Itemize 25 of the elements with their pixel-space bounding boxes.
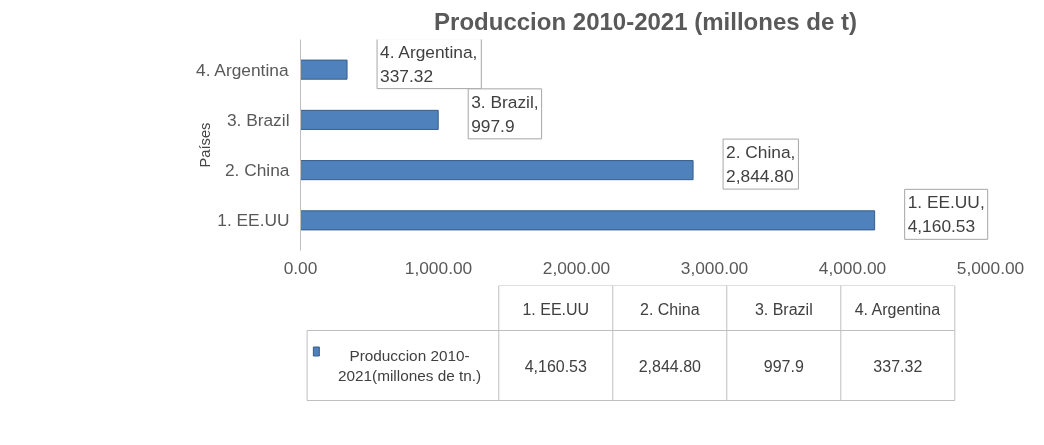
x-tick-label: 4,000.00 <box>818 257 887 278</box>
category-label: 4. Argentina <box>854 301 941 318</box>
category-label: 2. China <box>639 301 700 318</box>
x-tick-label: 0.00 <box>283 257 318 278</box>
text: 4,160.53 <box>524 357 588 375</box>
y-axis-title: Países <box>197 122 214 168</box>
y-tick-label: 4. Argentina <box>196 59 289 80</box>
data-label: 1. EE.UU, 4,160.53 <box>907 192 985 237</box>
y-tick-label: 3. Brazil <box>226 109 290 130</box>
x-tick-label: 5,000.00 <box>956 257 1025 278</box>
category-label: 1. EE.UU <box>522 301 590 318</box>
text: 2,844.80 <box>638 357 702 375</box>
data-label: 4. Argentina, 337.32 <box>380 41 478 86</box>
text: 997.9 <box>763 357 804 375</box>
legend-label: Produccion 2010-2021(millones de tn.) <box>337 346 482 385</box>
text: 337.32 <box>873 357 923 375</box>
y-tick-label: 2. China <box>224 160 290 181</box>
x-tick-label: 1,000.00 <box>404 257 473 278</box>
x-tick-label: 3,000.00 <box>680 257 749 278</box>
data-label: 2. China, 2,844.80 <box>726 142 796 187</box>
y-tick-label: 1. EE.UU <box>217 210 290 231</box>
data-label: 3. Brazil, 997.9 <box>471 91 539 136</box>
chart-title: Produccion 2010-2021 (millones de t) <box>434 7 857 35</box>
x-tick-label: 2,000.00 <box>542 257 611 278</box>
category-label: 3. Brazil <box>754 301 813 318</box>
